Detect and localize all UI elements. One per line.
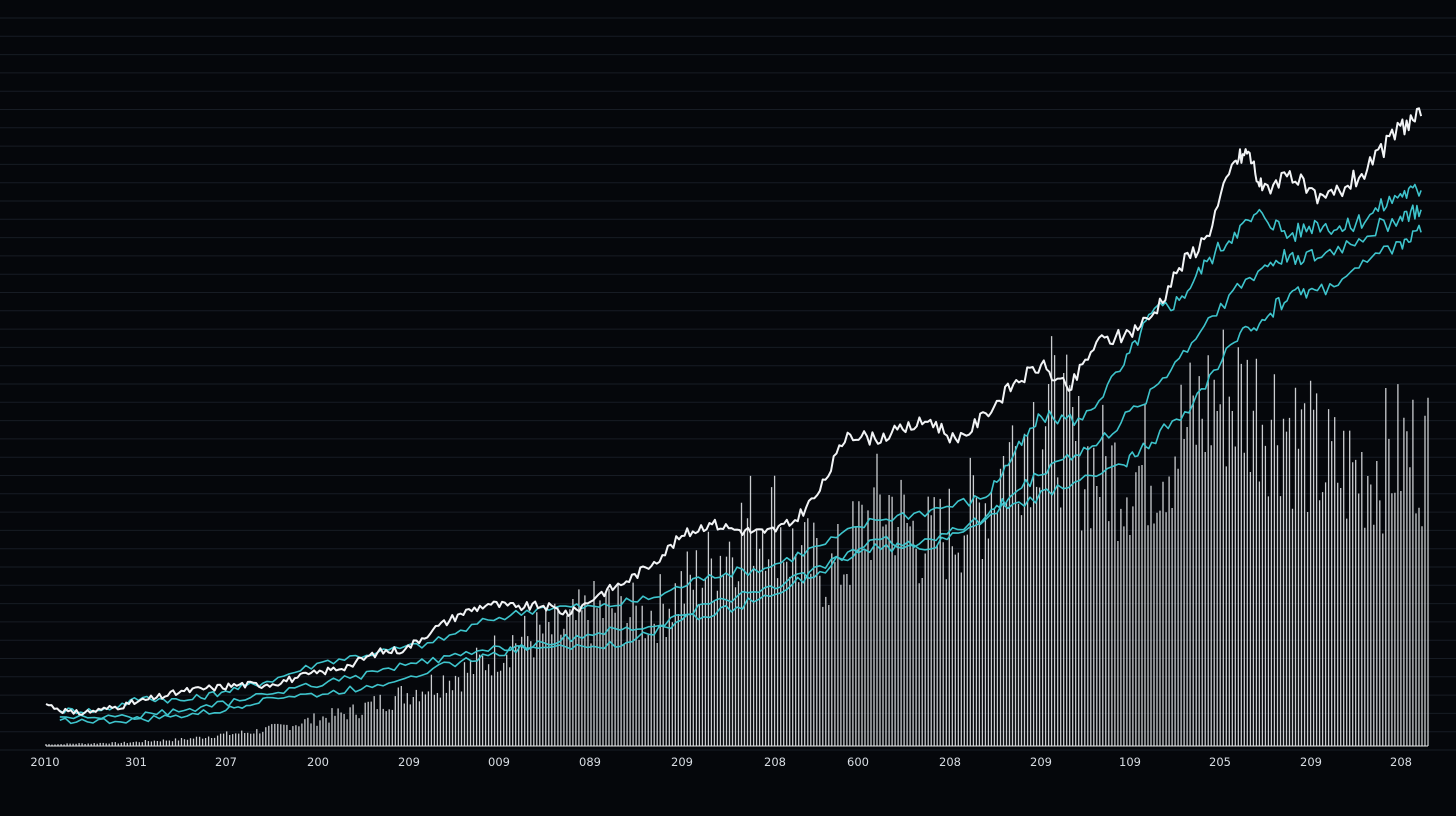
x-tick-label: 208	[764, 755, 786, 769]
x-tick-label: 301	[125, 755, 147, 769]
x-tick-label: 205	[1209, 755, 1231, 769]
x-tick-label: 209	[1030, 755, 1052, 769]
x-tick-label: 009	[488, 755, 510, 769]
x-tick-label: 600	[847, 755, 869, 769]
x-tick-label: 089	[579, 755, 601, 769]
x-tick-label: 109	[1119, 755, 1141, 769]
x-tick-label: 2010	[30, 755, 59, 769]
gridlines	[0, 17, 1456, 751]
x-tick-label: 207	[215, 755, 237, 769]
secondary-series-line	[59, 224, 1422, 720]
x-tick-label: 200	[307, 755, 329, 769]
secondary-series-line	[59, 204, 1422, 725]
x-tick-labels: 2010 301 207 200 209 009 089 209 208 600 208 209 109…	[30, 755, 1412, 769]
x-tick-label: 209	[398, 755, 420, 769]
x-tick-label: 209	[1300, 755, 1322, 769]
x-tick-label: 208	[1390, 755, 1412, 769]
volume-bars	[45, 329, 1429, 746]
x-tick-label: 208	[939, 755, 961, 769]
secondary-series-line	[59, 183, 1422, 715]
x-tick-label: 209	[671, 755, 693, 769]
main-series-line	[45, 107, 1423, 716]
series-lines	[45, 107, 1423, 725]
